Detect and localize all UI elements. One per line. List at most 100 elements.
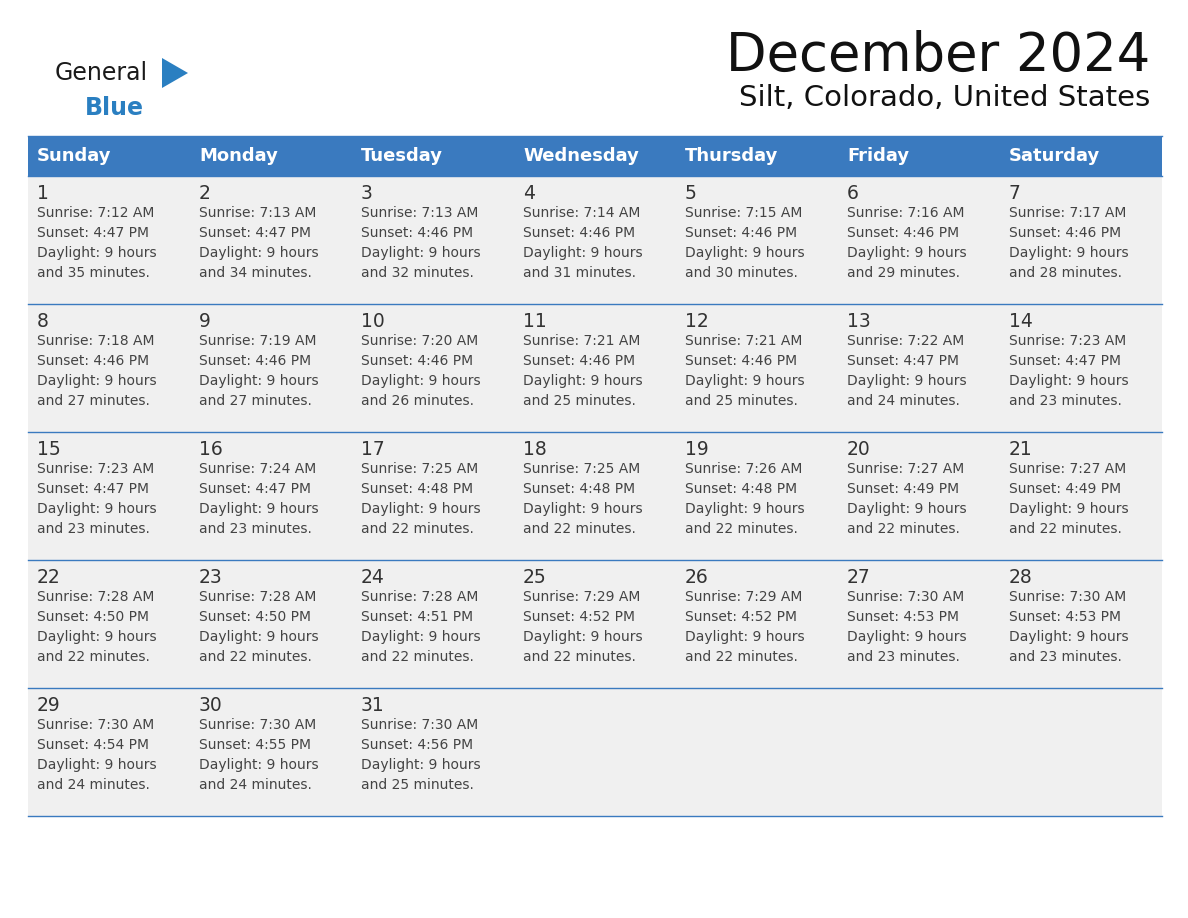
Text: Sunrise: 7:28 AM
Sunset: 4:50 PM
Daylight: 9 hours
and 22 minutes.: Sunrise: 7:28 AM Sunset: 4:50 PM Dayligh…: [200, 590, 318, 664]
Bar: [29, 136, 190, 176]
Text: 8: 8: [37, 312, 49, 331]
Text: December 2024: December 2024: [726, 30, 1150, 82]
Bar: [190, 176, 352, 304]
Bar: [676, 432, 838, 560]
Text: Sunrise: 7:17 AM
Sunset: 4:46 PM
Daylight: 9 hours
and 28 minutes.: Sunrise: 7:17 AM Sunset: 4:46 PM Dayligh…: [1009, 206, 1129, 280]
Text: 15: 15: [37, 440, 61, 459]
Text: 25: 25: [523, 568, 546, 587]
Text: 16: 16: [200, 440, 223, 459]
Bar: [1000, 176, 1162, 304]
Text: General: General: [55, 61, 148, 85]
Text: 11: 11: [523, 312, 546, 331]
Text: Sunrise: 7:19 AM
Sunset: 4:46 PM
Daylight: 9 hours
and 27 minutes.: Sunrise: 7:19 AM Sunset: 4:46 PM Dayligh…: [200, 334, 318, 409]
Text: Sunrise: 7:27 AM
Sunset: 4:49 PM
Daylight: 9 hours
and 22 minutes.: Sunrise: 7:27 AM Sunset: 4:49 PM Dayligh…: [1009, 462, 1129, 536]
Text: Sunrise: 7:18 AM
Sunset: 4:46 PM
Daylight: 9 hours
and 27 minutes.: Sunrise: 7:18 AM Sunset: 4:46 PM Dayligh…: [37, 334, 157, 409]
Bar: [190, 136, 352, 176]
Bar: [352, 688, 514, 816]
Bar: [1000, 304, 1162, 432]
Text: Sunrise: 7:21 AM
Sunset: 4:46 PM
Daylight: 9 hours
and 25 minutes.: Sunrise: 7:21 AM Sunset: 4:46 PM Dayligh…: [523, 334, 643, 409]
Text: 6: 6: [847, 184, 859, 203]
Text: 10: 10: [361, 312, 385, 331]
Bar: [676, 176, 838, 304]
Bar: [676, 304, 838, 432]
Bar: [676, 688, 838, 816]
Text: Sunrise: 7:20 AM
Sunset: 4:46 PM
Daylight: 9 hours
and 26 minutes.: Sunrise: 7:20 AM Sunset: 4:46 PM Dayligh…: [361, 334, 481, 409]
Bar: [190, 432, 352, 560]
Text: Wednesday: Wednesday: [523, 147, 639, 165]
Bar: [838, 688, 1000, 816]
Text: Sunrise: 7:13 AM
Sunset: 4:46 PM
Daylight: 9 hours
and 32 minutes.: Sunrise: 7:13 AM Sunset: 4:46 PM Dayligh…: [361, 206, 481, 280]
Text: Sunrise: 7:26 AM
Sunset: 4:48 PM
Daylight: 9 hours
and 22 minutes.: Sunrise: 7:26 AM Sunset: 4:48 PM Dayligh…: [685, 462, 804, 536]
Text: 31: 31: [361, 696, 385, 715]
Text: Sunrise: 7:30 AM
Sunset: 4:53 PM
Daylight: 9 hours
and 23 minutes.: Sunrise: 7:30 AM Sunset: 4:53 PM Dayligh…: [1009, 590, 1129, 664]
Bar: [29, 432, 190, 560]
Text: Saturday: Saturday: [1009, 147, 1100, 165]
Text: Sunrise: 7:15 AM
Sunset: 4:46 PM
Daylight: 9 hours
and 30 minutes.: Sunrise: 7:15 AM Sunset: 4:46 PM Dayligh…: [685, 206, 804, 280]
Text: Sunrise: 7:29 AM
Sunset: 4:52 PM
Daylight: 9 hours
and 22 minutes.: Sunrise: 7:29 AM Sunset: 4:52 PM Dayligh…: [523, 590, 643, 664]
Text: Tuesday: Tuesday: [361, 147, 443, 165]
Text: Sunrise: 7:23 AM
Sunset: 4:47 PM
Daylight: 9 hours
and 23 minutes.: Sunrise: 7:23 AM Sunset: 4:47 PM Dayligh…: [1009, 334, 1129, 409]
Text: Silt, Colorado, United States: Silt, Colorado, United States: [739, 84, 1150, 112]
Text: Sunrise: 7:30 AM
Sunset: 4:56 PM
Daylight: 9 hours
and 25 minutes.: Sunrise: 7:30 AM Sunset: 4:56 PM Dayligh…: [361, 718, 481, 792]
Text: Sunrise: 7:28 AM
Sunset: 4:51 PM
Daylight: 9 hours
and 22 minutes.: Sunrise: 7:28 AM Sunset: 4:51 PM Dayligh…: [361, 590, 481, 664]
Bar: [1000, 432, 1162, 560]
Text: 19: 19: [685, 440, 709, 459]
Bar: [838, 560, 1000, 688]
Text: Sunrise: 7:23 AM
Sunset: 4:47 PM
Daylight: 9 hours
and 23 minutes.: Sunrise: 7:23 AM Sunset: 4:47 PM Dayligh…: [37, 462, 157, 536]
Text: 24: 24: [361, 568, 385, 587]
Text: Sunrise: 7:27 AM
Sunset: 4:49 PM
Daylight: 9 hours
and 22 minutes.: Sunrise: 7:27 AM Sunset: 4:49 PM Dayligh…: [847, 462, 967, 536]
Bar: [514, 560, 676, 688]
Text: 30: 30: [200, 696, 223, 715]
Text: Thursday: Thursday: [685, 147, 778, 165]
Text: Sunrise: 7:13 AM
Sunset: 4:47 PM
Daylight: 9 hours
and 34 minutes.: Sunrise: 7:13 AM Sunset: 4:47 PM Dayligh…: [200, 206, 318, 280]
Bar: [29, 176, 190, 304]
Text: 21: 21: [1009, 440, 1032, 459]
Text: 17: 17: [361, 440, 385, 459]
Text: Sunrise: 7:21 AM
Sunset: 4:46 PM
Daylight: 9 hours
and 25 minutes.: Sunrise: 7:21 AM Sunset: 4:46 PM Dayligh…: [685, 334, 804, 409]
Bar: [514, 304, 676, 432]
Text: Monday: Monday: [200, 147, 278, 165]
Bar: [514, 176, 676, 304]
Text: Sunrise: 7:30 AM
Sunset: 4:53 PM
Daylight: 9 hours
and 23 minutes.: Sunrise: 7:30 AM Sunset: 4:53 PM Dayligh…: [847, 590, 967, 664]
Text: Sunrise: 7:28 AM
Sunset: 4:50 PM
Daylight: 9 hours
and 22 minutes.: Sunrise: 7:28 AM Sunset: 4:50 PM Dayligh…: [37, 590, 157, 664]
Text: Sunrise: 7:22 AM
Sunset: 4:47 PM
Daylight: 9 hours
and 24 minutes.: Sunrise: 7:22 AM Sunset: 4:47 PM Dayligh…: [847, 334, 967, 409]
Bar: [29, 560, 190, 688]
Text: 20: 20: [847, 440, 871, 459]
Text: 27: 27: [847, 568, 871, 587]
Text: Sunrise: 7:29 AM
Sunset: 4:52 PM
Daylight: 9 hours
and 22 minutes.: Sunrise: 7:29 AM Sunset: 4:52 PM Dayligh…: [685, 590, 804, 664]
Text: 22: 22: [37, 568, 61, 587]
Text: 18: 18: [523, 440, 546, 459]
Text: 7: 7: [1009, 184, 1020, 203]
Text: 5: 5: [685, 184, 697, 203]
Text: Sunrise: 7:25 AM
Sunset: 4:48 PM
Daylight: 9 hours
and 22 minutes.: Sunrise: 7:25 AM Sunset: 4:48 PM Dayligh…: [523, 462, 643, 536]
Text: Sunrise: 7:30 AM
Sunset: 4:55 PM
Daylight: 9 hours
and 24 minutes.: Sunrise: 7:30 AM Sunset: 4:55 PM Dayligh…: [200, 718, 318, 792]
Polygon shape: [162, 58, 188, 88]
Bar: [29, 304, 190, 432]
Text: 28: 28: [1009, 568, 1032, 587]
Text: 3: 3: [361, 184, 373, 203]
Bar: [1000, 560, 1162, 688]
Text: 1: 1: [37, 184, 49, 203]
Bar: [352, 136, 514, 176]
Text: Sunrise: 7:25 AM
Sunset: 4:48 PM
Daylight: 9 hours
and 22 minutes.: Sunrise: 7:25 AM Sunset: 4:48 PM Dayligh…: [361, 462, 481, 536]
Text: 12: 12: [685, 312, 709, 331]
Bar: [190, 560, 352, 688]
Bar: [352, 560, 514, 688]
Text: Sunrise: 7:16 AM
Sunset: 4:46 PM
Daylight: 9 hours
and 29 minutes.: Sunrise: 7:16 AM Sunset: 4:46 PM Dayligh…: [847, 206, 967, 280]
Bar: [352, 176, 514, 304]
Bar: [352, 304, 514, 432]
Text: 14: 14: [1009, 312, 1032, 331]
Bar: [676, 560, 838, 688]
Bar: [514, 136, 676, 176]
Bar: [190, 304, 352, 432]
Bar: [838, 432, 1000, 560]
Text: Sunrise: 7:24 AM
Sunset: 4:47 PM
Daylight: 9 hours
and 23 minutes.: Sunrise: 7:24 AM Sunset: 4:47 PM Dayligh…: [200, 462, 318, 536]
Text: Blue: Blue: [86, 96, 144, 120]
Bar: [190, 688, 352, 816]
Text: Friday: Friday: [847, 147, 909, 165]
Text: 4: 4: [523, 184, 535, 203]
Text: 26: 26: [685, 568, 709, 587]
Text: 23: 23: [200, 568, 223, 587]
Bar: [1000, 688, 1162, 816]
Text: 9: 9: [200, 312, 211, 331]
